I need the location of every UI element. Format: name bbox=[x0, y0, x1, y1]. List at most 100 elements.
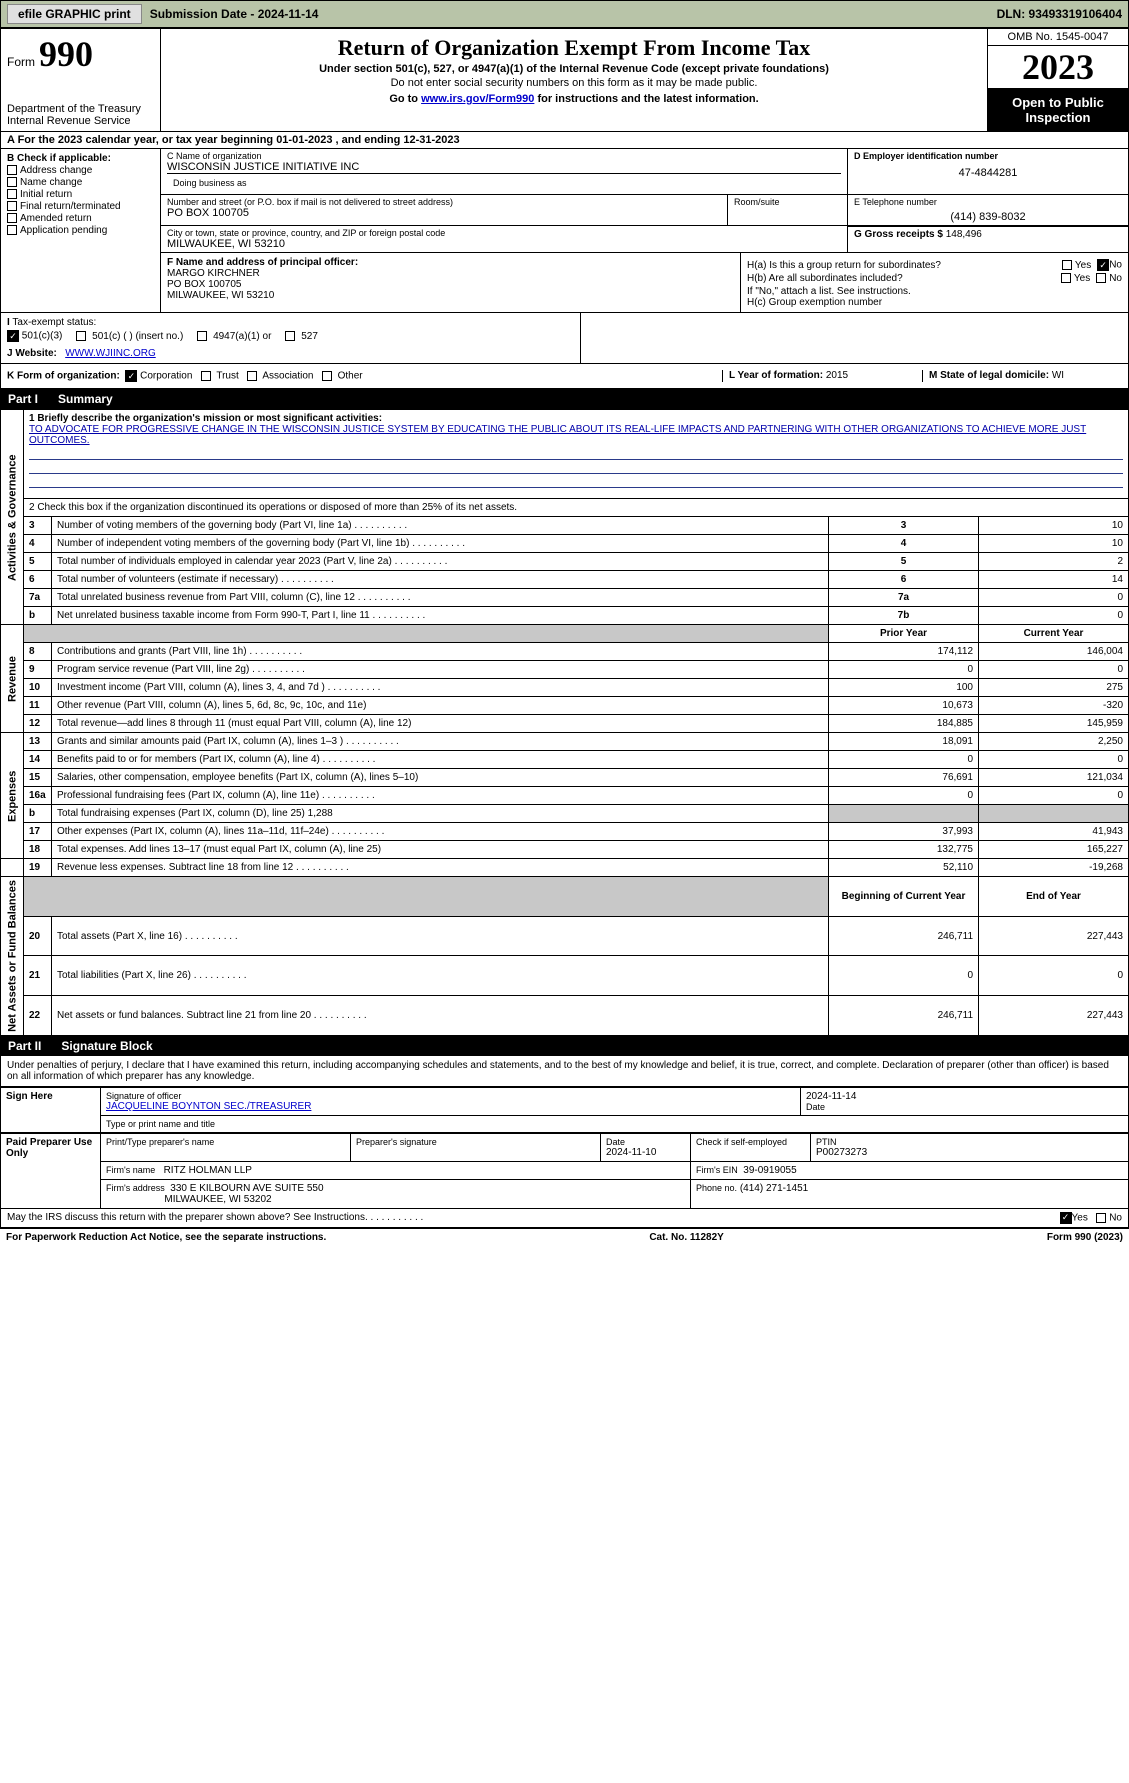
desc-14: Benefits paid to or for members (Part IX… bbox=[52, 751, 829, 769]
chk-trust[interactable] bbox=[201, 371, 211, 381]
ln-11: 11 bbox=[24, 697, 52, 715]
row-klm: K Form of organization: ✓ Corporation Tr… bbox=[0, 364, 1129, 389]
firm-addr1: 330 E KILBOURN AVE SUITE 550 bbox=[170, 1183, 323, 1194]
ln-4: 4 bbox=[24, 535, 52, 553]
py-16a: 0 bbox=[829, 787, 979, 805]
sig-date-label: Date bbox=[806, 1102, 1123, 1112]
city-label: City or town, state or province, country… bbox=[167, 228, 841, 238]
m-value: WI bbox=[1052, 370, 1064, 381]
part-2-num: Part II bbox=[8, 1039, 41, 1053]
py-11: 10,673 bbox=[829, 697, 979, 715]
chk-name[interactable] bbox=[7, 177, 17, 187]
cy-18: 165,227 bbox=[979, 841, 1129, 859]
topbar: efile GRAPHIC print Submission Date - 20… bbox=[0, 0, 1129, 28]
opt-amended: Amended return bbox=[20, 213, 92, 224]
efile-button[interactable]: efile GRAPHIC print bbox=[7, 4, 142, 24]
ha-no-checked[interactable]: ✓ bbox=[1097, 259, 1109, 271]
ptin-label: PTIN bbox=[816, 1137, 1123, 1147]
chk-other[interactable] bbox=[322, 371, 332, 381]
i-label: I bbox=[7, 317, 10, 328]
box-c-city: City or town, state or province, country… bbox=[161, 226, 848, 252]
firm-name: RITZ HOLMAN LLP bbox=[164, 1165, 252, 1176]
self-emp-label: Check if self-employed bbox=[696, 1137, 805, 1147]
officer-label: F Name and address of principal officer: bbox=[167, 257, 734, 268]
ln-21: 21 bbox=[24, 956, 52, 996]
dept-label: Department of the Treasury Internal Reve… bbox=[7, 103, 154, 127]
type-name-label: Type or print name and title bbox=[106, 1119, 1123, 1129]
chk-pending[interactable] bbox=[7, 225, 17, 235]
dln: DLN: 93493319106404 bbox=[997, 7, 1122, 21]
ln-15: 15 bbox=[24, 769, 52, 787]
py-22: 246,711 bbox=[829, 996, 979, 1036]
goto-suffix: for instructions and the latest informat… bbox=[534, 93, 758, 105]
box-7b: 7b bbox=[829, 607, 979, 625]
irs-link[interactable]: www.irs.gov/Form990 bbox=[421, 93, 534, 105]
form-word: Form bbox=[7, 55, 35, 69]
ln-9: 9 bbox=[24, 661, 52, 679]
chk-527[interactable] bbox=[285, 331, 295, 341]
chk-final[interactable] bbox=[7, 201, 17, 211]
website-link[interactable]: WWW.WJIINC.ORG bbox=[65, 348, 156, 359]
sidebar-expenses: Expenses bbox=[1, 733, 24, 859]
subtitle-1: Under section 501(c), 527, or 4947(a)(1)… bbox=[167, 63, 981, 75]
py-15: 76,691 bbox=[829, 769, 979, 787]
chk-4947[interactable] bbox=[197, 331, 207, 341]
firm-phone-label: Phone no. bbox=[696, 1183, 737, 1193]
city-value: MILWAUKEE, WI 53210 bbox=[167, 238, 841, 250]
cy-9: 0 bbox=[979, 661, 1129, 679]
subtitle-2: Do not enter social security numbers on … bbox=[167, 77, 981, 89]
submission-date: Submission Date - 2024-11-14 bbox=[150, 7, 319, 21]
ln-10: 10 bbox=[24, 679, 52, 697]
box-7a: 7a bbox=[829, 589, 979, 607]
cy-22: 227,443 bbox=[979, 996, 1129, 1036]
box-b: B Check if applicable: Address change Na… bbox=[1, 149, 161, 312]
ln-3: 3 bbox=[24, 517, 52, 535]
desc-10: Investment income (Part VIII, column (A)… bbox=[52, 679, 829, 697]
chk-assoc[interactable] bbox=[247, 371, 257, 381]
hb-no[interactable] bbox=[1096, 273, 1106, 283]
discuss-yes[interactable]: ✓ bbox=[1060, 1212, 1072, 1224]
box-g: G Gross receipts $ 148,496 bbox=[848, 226, 1128, 252]
omb-number: OMB No. 1545-0047 bbox=[988, 29, 1128, 46]
line-2: 2 Check this box if the organization dis… bbox=[24, 499, 1129, 517]
chk-501c3[interactable]: ✓ bbox=[7, 330, 19, 342]
yes-label: Yes bbox=[1075, 260, 1091, 271]
website-label: Website: bbox=[15, 348, 57, 359]
cy-17: 41,943 bbox=[979, 823, 1129, 841]
addr-value: PO BOX 100705 bbox=[167, 207, 721, 219]
firm-phone: (414) 271-1451 bbox=[740, 1183, 808, 1194]
py-10: 100 bbox=[829, 679, 979, 697]
phone-value: (414) 839-8032 bbox=[854, 211, 1122, 223]
l-value: 2015 bbox=[826, 370, 848, 381]
desc-5: Total number of individuals employed in … bbox=[52, 553, 829, 571]
sign-here: Sign Here bbox=[1, 1087, 101, 1132]
officer-addr1: PO BOX 100705 bbox=[167, 279, 734, 290]
desc-13: Grants and similar amounts paid (Part IX… bbox=[52, 733, 829, 751]
chk-amended[interactable] bbox=[7, 213, 17, 223]
chk-501c[interactable] bbox=[76, 331, 86, 341]
chk-address[interactable] bbox=[7, 165, 17, 175]
addr-label: Number and street (or P.O. box if mail i… bbox=[167, 197, 721, 207]
tax-year: 2023 bbox=[988, 46, 1128, 89]
open-inspection: Open to Public Inspection bbox=[988, 89, 1128, 131]
ln-12: 12 bbox=[24, 715, 52, 733]
cy-16b bbox=[979, 805, 1129, 823]
hb-yes[interactable] bbox=[1061, 273, 1071, 283]
chk-corp[interactable]: ✓ bbox=[125, 370, 137, 382]
opt-address: Address change bbox=[20, 165, 92, 176]
part-1-num: Part I bbox=[8, 392, 38, 406]
desc-16a: Professional fundraising fees (Part IX, … bbox=[52, 787, 829, 805]
py-18: 132,775 bbox=[829, 841, 979, 859]
py-14: 0 bbox=[829, 751, 979, 769]
chk-initial[interactable] bbox=[7, 189, 17, 199]
part-2-header: Part II Signature Block bbox=[0, 1036, 1129, 1056]
ha-yes[interactable] bbox=[1062, 260, 1072, 270]
discuss-no[interactable] bbox=[1096, 1213, 1106, 1223]
desc-16b: Total fundraising expenses (Part IX, col… bbox=[52, 805, 829, 823]
row-a-period: A For the 2023 calendar year, or tax yea… bbox=[0, 132, 1129, 149]
box-e: E Telephone number (414) 839-8032 bbox=[848, 195, 1128, 225]
firm-addr2: MILWAUKEE, WI 53202 bbox=[164, 1194, 271, 1205]
opt-pending: Application pending bbox=[20, 225, 107, 236]
officer-name: MARGO KIRCHNER bbox=[167, 268, 734, 279]
hdr-prior-year: Prior Year bbox=[829, 625, 979, 643]
